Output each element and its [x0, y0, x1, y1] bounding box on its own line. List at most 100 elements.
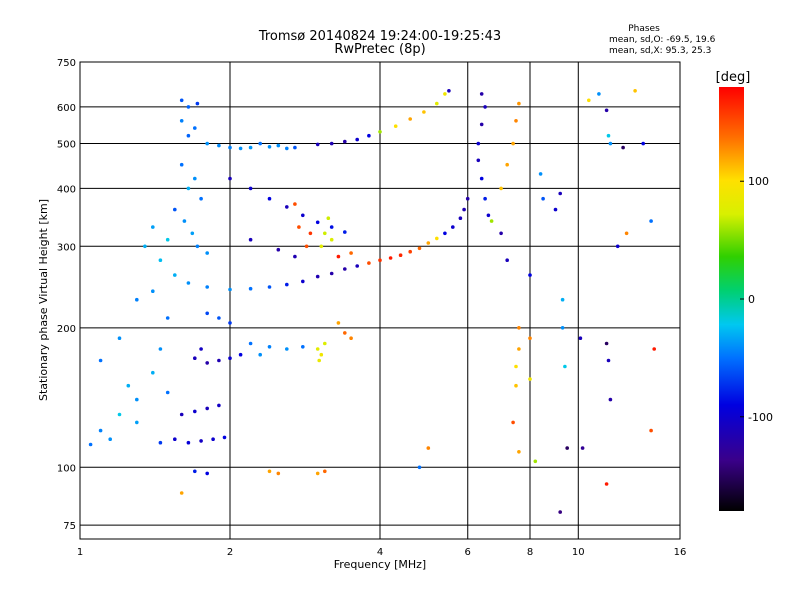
grid-lines — [80, 62, 680, 539]
data-point — [349, 336, 353, 341]
data-point — [323, 341, 327, 346]
data-point — [517, 101, 521, 106]
colorbar-label: [deg] — [716, 70, 751, 85]
y-tick-label: 200 — [57, 324, 76, 335]
colorbar — [719, 87, 744, 511]
data-point — [248, 341, 253, 346]
data-point — [323, 469, 327, 474]
data-point — [182, 219, 187, 223]
data-point — [315, 142, 320, 147]
data-point — [195, 244, 200, 249]
data-point — [205, 141, 209, 146]
x-tick-label: 10 — [572, 547, 585, 558]
data-point — [479, 92, 484, 96]
data-point — [315, 274, 320, 279]
x-tick-label: 1 — [77, 547, 83, 558]
stats-header: Phases — [628, 24, 660, 34]
data-point — [343, 230, 347, 234]
data-point — [533, 459, 538, 464]
data-point — [293, 254, 297, 259]
data-point — [499, 186, 503, 191]
data-point — [293, 202, 297, 206]
data-point — [173, 273, 177, 277]
data-point — [285, 146, 289, 151]
data-point — [267, 345, 272, 349]
data-point — [98, 428, 103, 433]
chart-title: Tromsø 20140824 19:24:00-19:25:43 — [258, 29, 501, 44]
data-point — [349, 251, 353, 255]
data-point — [398, 253, 403, 257]
data-point — [323, 231, 327, 236]
data-point — [228, 287, 232, 292]
x-tick-label: 4 — [377, 547, 383, 558]
data-point — [285, 347, 289, 351]
data-point — [563, 364, 567, 369]
data-point — [179, 98, 184, 103]
data-point — [558, 191, 562, 196]
data-point — [329, 225, 334, 229]
data-point — [489, 219, 494, 223]
data-point — [205, 406, 209, 411]
data-point — [621, 145, 625, 150]
data-point — [326, 216, 331, 220]
data-point — [604, 108, 609, 113]
data-point — [301, 345, 305, 349]
data-point — [186, 133, 191, 138]
data-point — [597, 92, 601, 96]
data-point — [649, 428, 653, 433]
data-point — [117, 412, 122, 417]
x-tick-label: 6 — [465, 547, 471, 558]
stats-line-o: mean, sd,O: -69.5, 19.6 — [609, 35, 716, 45]
data-point — [151, 225, 155, 229]
data-point — [186, 440, 191, 445]
data-point — [451, 225, 455, 229]
colorbar-tick-label: -100 — [748, 411, 773, 424]
data-point — [641, 141, 645, 146]
data-point — [578, 336, 583, 341]
data-point — [285, 205, 289, 209]
data-point — [558, 510, 562, 514]
data-point — [486, 213, 491, 218]
data-point — [514, 119, 518, 123]
data-point — [217, 316, 221, 320]
data-point — [505, 162, 510, 167]
data-points — [88, 89, 656, 514]
data-point — [329, 237, 334, 242]
data-point — [190, 231, 195, 236]
data-point — [248, 145, 253, 150]
data-point — [476, 141, 481, 146]
data-point — [367, 133, 371, 138]
x-tick-label: 16 — [674, 547, 687, 558]
data-point — [652, 347, 656, 351]
data-point — [301, 279, 305, 284]
data-point — [408, 117, 413, 121]
data-point — [649, 219, 653, 223]
data-point — [267, 196, 272, 201]
data-point — [355, 264, 360, 268]
data-point — [135, 397, 139, 402]
data-point — [319, 244, 324, 249]
data-point — [483, 105, 487, 109]
data-point — [199, 347, 203, 351]
data-point — [517, 450, 521, 454]
data-point — [329, 141, 334, 146]
data-point — [193, 356, 197, 361]
data-point — [193, 469, 197, 474]
colorbar-tick-label: 0 — [748, 293, 755, 306]
data-point — [408, 249, 413, 254]
data-point — [276, 247, 281, 252]
data-point — [195, 101, 200, 106]
stats-line-x: mean, sd,X: 95.3, 25.3 — [609, 46, 711, 56]
data-point — [560, 326, 565, 330]
y-tick-labels: 75 100 200 300 400 500 600 750 — [57, 58, 76, 532]
data-point — [158, 347, 163, 351]
data-point — [541, 196, 545, 201]
data-point — [553, 207, 558, 212]
data-point — [343, 139, 347, 144]
data-point — [479, 176, 484, 181]
data-point — [267, 469, 272, 474]
data-point — [186, 186, 191, 191]
y-tick-label: 750 — [57, 58, 76, 69]
